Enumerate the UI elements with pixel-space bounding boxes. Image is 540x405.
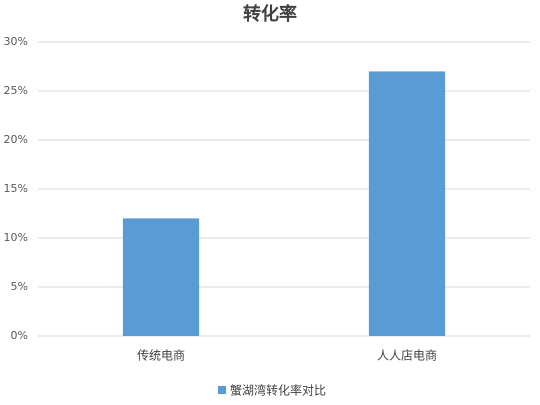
- y-tick-label: 20%: [4, 133, 28, 146]
- y-tick-label: 10%: [4, 231, 28, 244]
- chart-title: 转化率: [243, 3, 297, 25]
- legend-swatch: [218, 386, 226, 394]
- bar: [368, 71, 446, 337]
- x-tick-label: 人人店电商: [377, 348, 437, 363]
- y-tick-label: 5%: [11, 280, 28, 293]
- y-tick-label: 30%: [4, 35, 28, 48]
- y-tick-label: 0%: [11, 329, 28, 342]
- y-tick-label: 15%: [4, 182, 28, 195]
- y-tick-label: 25%: [4, 84, 28, 97]
- legend-label: 蟹湖湾转化率对比: [230, 383, 326, 398]
- x-tick-label: 传统电商: [137, 348, 185, 363]
- bar: [122, 218, 200, 336]
